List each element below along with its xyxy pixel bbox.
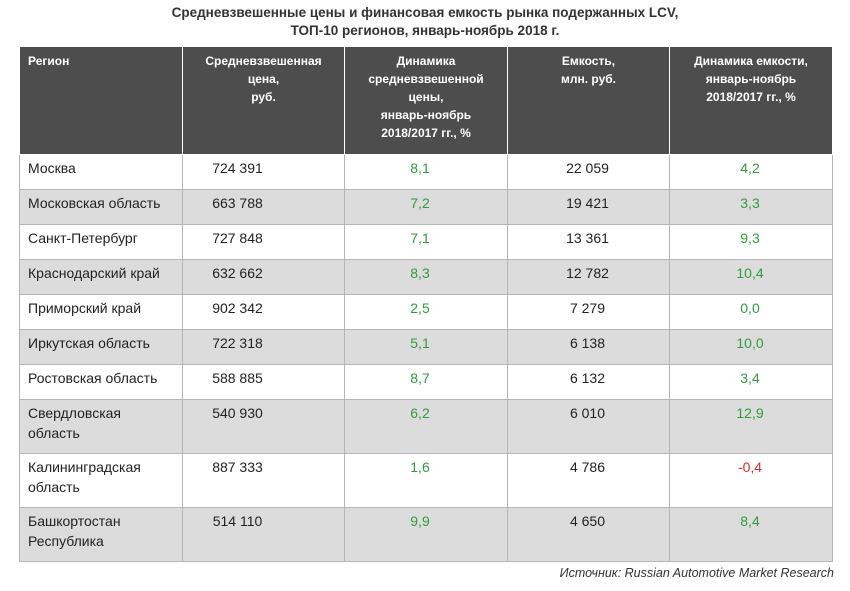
cell-price: 724 391 [182, 154, 345, 190]
cell-capacity: 6 010 [507, 399, 670, 454]
table-header-row: Регион Средневзвешенная цена, руб. Динамика с… [19, 46, 833, 155]
header-text-line: Регион [28, 54, 70, 68]
cell-price-dynamics: 7,2 [344, 189, 508, 225]
cell-capacity: 4 650 [507, 507, 670, 562]
cell-capacity-dynamics: 3,4 [669, 364, 833, 400]
cell-region-line: Приморский край [28, 300, 142, 316]
cell-region-line: Московская область [28, 195, 161, 211]
cell-price: 902 342 [182, 294, 345, 330]
table-row: Свердловская область 540 930 6,2 6 010 12,9 [19, 399, 833, 454]
cell-region: Москва [19, 154, 183, 190]
cell-capacity: 22 059 [507, 154, 670, 190]
cell-region-line: Башкортостан [28, 513, 121, 529]
cell-price-dynamics: 6,2 [344, 399, 508, 454]
header-capacity-dynamics: Динамика емкости, январь-ноябрь 2018/2017 … [669, 46, 833, 155]
cell-price-dynamics: 7,1 [344, 224, 508, 260]
cell-capacity: 7 279 [507, 294, 670, 330]
cell-region-line: Краснодарский край [28, 265, 160, 281]
cell-region-line: Калининградская [28, 459, 141, 475]
header-text-line: средневзвешенной [368, 72, 484, 86]
cell-region: Ростовская область [19, 364, 183, 400]
cell-region-line: область [28, 479, 80, 495]
cell-region: Краснодарский край [19, 259, 183, 295]
cell-region: Приморский край [19, 294, 183, 330]
header-text-line: январь-ноябрь [380, 108, 472, 122]
cell-price-dynamics: 8,3 [344, 259, 508, 295]
cell-price-dynamics: 8,1 [344, 154, 508, 190]
table-row: Санкт-Петербург 727 848 7,1 13 361 9,3 [19, 224, 833, 260]
cell-capacity-dynamics: 9,3 [669, 224, 833, 260]
header-capacity: Емкость, млн. руб. [507, 46, 670, 155]
cell-price: 727 848 [182, 224, 345, 260]
cell-region: Иркутская область [19, 329, 183, 365]
cell-price: 632 662 [182, 259, 345, 295]
header-text-line: Динамика емкости, [694, 54, 808, 68]
cell-capacity-dynamics: 0,0 [669, 294, 833, 330]
table-row: Иркутская область 722 318 5,1 6 138 10,0 [19, 329, 833, 365]
header-text-line: цена, [247, 72, 280, 86]
cell-price-dynamics: 2,5 [344, 294, 508, 330]
header-text-line: Средневзвешенная [205, 54, 322, 68]
table-row: Башкортостан Республика 514 110 9,9 4 650 8,4 [19, 507, 833, 562]
cell-region-line: Ростовская область [28, 370, 158, 386]
cell-price: 663 788 [182, 189, 345, 225]
cell-region: Московская область [19, 189, 183, 225]
header-text-line: 2018/2017 гг., % [706, 90, 796, 104]
source-note: Источник: Russian Automotive Market Rese… [559, 566, 834, 580]
cell-capacity: 13 361 [507, 224, 670, 260]
cell-region-line: Санкт-Петербург [28, 230, 138, 246]
header-price: Средневзвешенная цена, руб. [182, 46, 345, 155]
table-row: Приморский край 902 342 2,5 7 279 0,0 [19, 294, 833, 330]
cell-price: 540 930 [182, 399, 345, 454]
table-row: Москва 724 391 8,1 22 059 4,2 [19, 154, 833, 190]
cell-capacity: 19 421 [507, 189, 670, 225]
chart-title-line-1: Средневзвешенные цены и финансовая емкос… [171, 5, 679, 20]
cell-region-line: Иркутская область [28, 335, 150, 351]
header-text-line: руб. [251, 90, 276, 104]
cell-price: 588 885 [182, 364, 345, 400]
table-row: Краснодарский край 632 662 8,3 12 782 10,4 [19, 259, 833, 295]
cell-price: 722 318 [182, 329, 345, 365]
cell-capacity-dynamics: 10,4 [669, 259, 833, 295]
cell-region-line: Свердловская [28, 405, 122, 421]
cell-capacity-dynamics: 12,9 [669, 399, 833, 454]
cell-region: Башкортостан Республика [19, 507, 183, 562]
chart-title-line-2: ТОП-10 регионов, январь-ноябрь 2018 г. [290, 23, 560, 38]
cell-capacity-dynamics: 10,0 [669, 329, 833, 365]
header-text-line: январь-ноябрь [705, 72, 797, 86]
cell-region-line: область [28, 425, 80, 441]
header-price-dynamics: Динамика средневзвешенной цены, январь-нояб… [344, 46, 508, 155]
header-text-line: Емкость, [561, 54, 616, 68]
cell-capacity: 12 782 [507, 259, 670, 295]
table-body: Москва 724 391 8,1 22 059 4,2 Московская обла… [19, 154, 833, 562]
header-text-line: млн. руб. [560, 72, 616, 86]
cell-price-dynamics: 1,6 [344, 453, 508, 508]
cell-region-line: Москва [28, 160, 76, 176]
cell-capacity: 6 138 [507, 329, 670, 365]
cell-price: 514 110 [182, 507, 345, 562]
data-table: Регион Средневзвешенная цена, руб. Динамика с… [19, 46, 833, 562]
cell-region: Санкт-Петербург [19, 224, 183, 260]
header-region: Регион [19, 46, 183, 155]
table-row: Московская область 663 788 7,2 19 421 3,3 [19, 189, 833, 225]
cell-price-dynamics: 9,9 [344, 507, 508, 562]
cell-capacity-dynamics: 8,4 [669, 507, 833, 562]
header-text-line: цены, [408, 90, 444, 104]
cell-capacity-dynamics: 3,3 [669, 189, 833, 225]
table-row: Ростовская область 588 885 8,7 6 132 3,4 [19, 364, 833, 400]
cell-capacity-dynamics: 4,2 [669, 154, 833, 190]
cell-capacity: 6 132 [507, 364, 670, 400]
cell-region: Калининградская область [19, 453, 183, 508]
chart-title: Средневзвешенные цены и финансовая емкос… [0, 4, 850, 40]
cell-capacity: 4 786 [507, 453, 670, 508]
cell-price-dynamics: 8,7 [344, 364, 508, 400]
table-row: Калининградская область 887 333 1,6 4 786 -0,… [19, 453, 833, 508]
cell-region: Свердловская область [19, 399, 183, 454]
cell-price: 887 333 [182, 453, 345, 508]
header-text-line: Динамика [396, 54, 456, 68]
cell-price-dynamics: 5,1 [344, 329, 508, 365]
header-text-line: 2018/2017 гг., % [381, 126, 471, 140]
cell-capacity-dynamics: -0,4 [669, 453, 833, 508]
cell-region-line: Республика [28, 533, 104, 549]
